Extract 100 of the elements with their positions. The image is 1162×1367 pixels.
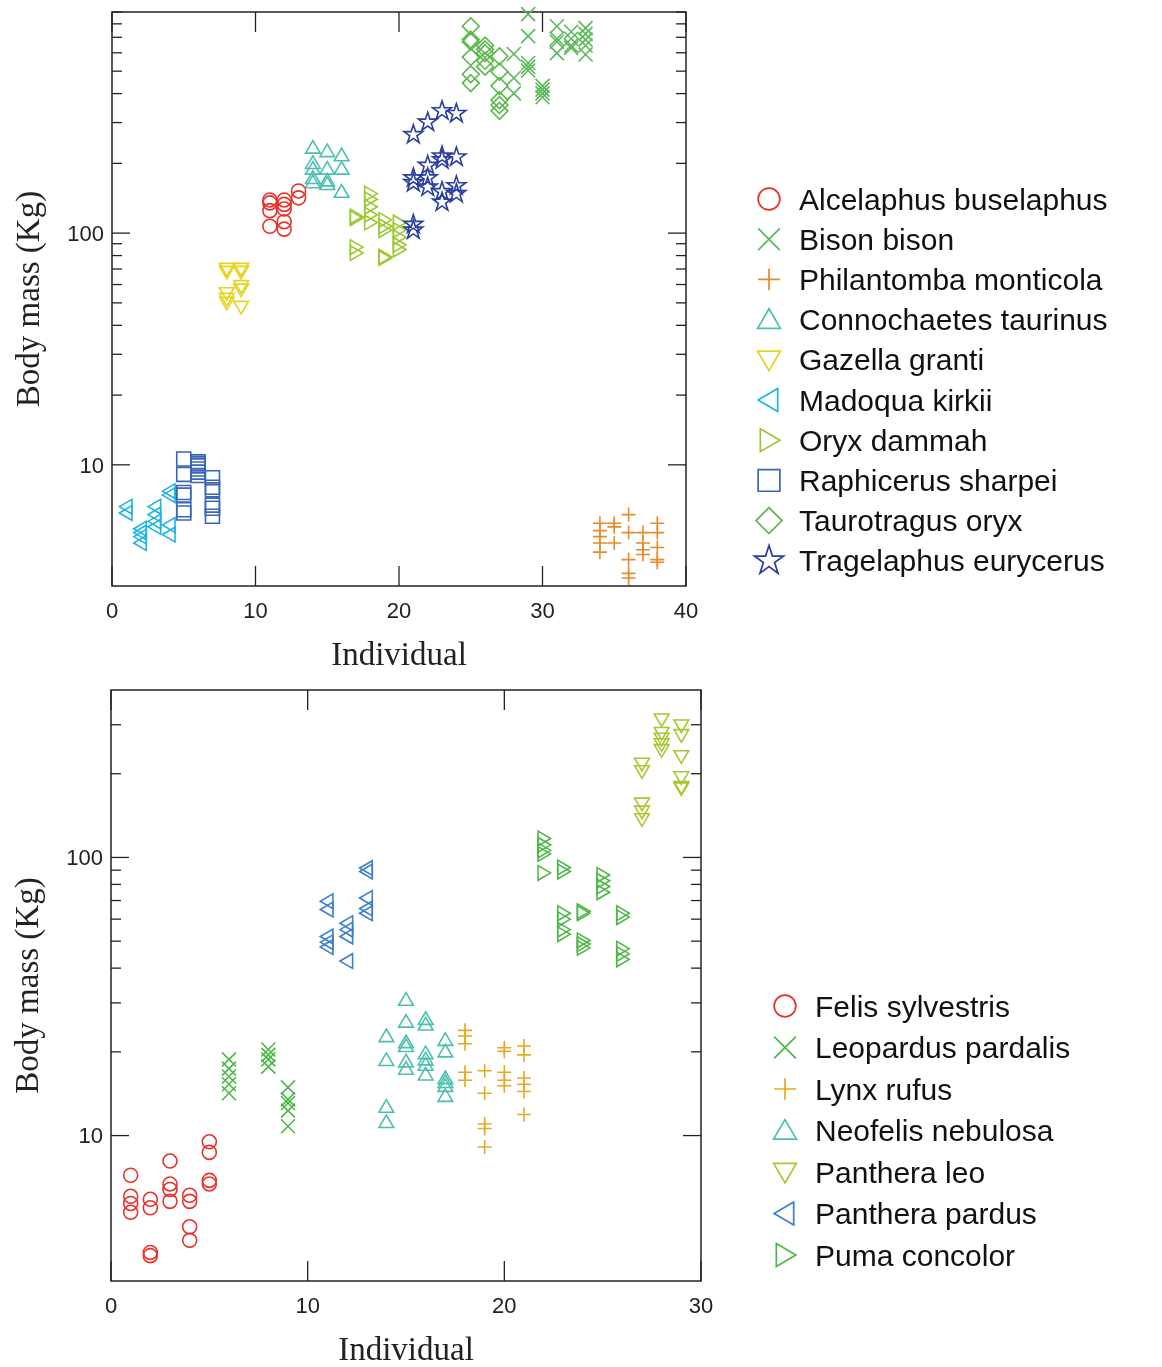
point <box>556 925 572 943</box>
point <box>363 191 379 208</box>
point <box>537 864 552 882</box>
point <box>162 1176 178 1192</box>
point <box>615 940 631 957</box>
point <box>280 1091 296 1108</box>
point <box>520 62 536 79</box>
point <box>349 238 364 256</box>
point <box>304 139 322 154</box>
point <box>363 185 379 202</box>
point <box>457 1035 473 1052</box>
point <box>461 17 480 36</box>
point <box>537 842 552 859</box>
point <box>437 1074 454 1089</box>
point <box>490 90 509 110</box>
point <box>446 146 467 166</box>
point <box>218 286 235 302</box>
point <box>620 551 637 568</box>
point <box>461 65 480 84</box>
point <box>392 236 407 253</box>
point <box>397 1013 415 1028</box>
point <box>596 866 611 884</box>
point <box>378 218 393 235</box>
point <box>549 45 565 61</box>
point <box>204 469 221 486</box>
point <box>403 219 424 239</box>
point <box>319 893 334 910</box>
point <box>378 1052 395 1067</box>
point <box>496 1043 513 1060</box>
point <box>397 991 415 1007</box>
x-tick-label: 10 <box>295 1293 320 1318</box>
point <box>635 546 651 563</box>
legend-label: Leopardus pardalis <box>815 1031 1071 1064</box>
x-tick-label: 40 <box>673 598 699 623</box>
point <box>142 1200 159 1216</box>
point <box>490 62 509 81</box>
point <box>437 1088 454 1103</box>
point <box>457 1072 473 1089</box>
point <box>596 878 611 895</box>
point <box>520 6 536 22</box>
point <box>175 466 192 483</box>
point <box>262 218 278 235</box>
point <box>549 18 565 35</box>
point <box>319 901 334 918</box>
point <box>358 900 374 917</box>
point <box>276 213 292 230</box>
point <box>392 214 407 231</box>
x-tick-label: 0 <box>104 1293 118 1318</box>
point <box>490 47 509 66</box>
point <box>417 154 438 175</box>
point <box>506 85 522 102</box>
point <box>596 872 611 889</box>
point <box>437 1043 454 1058</box>
point <box>556 863 572 880</box>
point <box>437 1031 454 1047</box>
point <box>397 1060 415 1076</box>
legend-label: Puma concolor <box>815 1238 1016 1272</box>
point <box>431 100 453 120</box>
point <box>260 1051 277 1068</box>
point <box>520 59 536 75</box>
legend-label: Panthera pardus <box>815 1197 1037 1230</box>
point <box>431 180 453 201</box>
point <box>392 229 407 246</box>
point <box>201 1176 218 1192</box>
point <box>280 1079 296 1096</box>
point <box>122 1195 139 1212</box>
point <box>304 155 322 170</box>
point <box>175 451 192 467</box>
point <box>280 1102 296 1119</box>
point <box>280 1095 296 1111</box>
y-tick-label: 100 <box>66 845 103 871</box>
point <box>534 89 551 105</box>
point <box>333 160 350 175</box>
legend-label: Lynx rufus <box>815 1072 953 1106</box>
point <box>476 1139 493 1155</box>
point <box>147 498 162 515</box>
point <box>476 1085 493 1102</box>
point <box>349 244 364 262</box>
point <box>673 749 690 765</box>
point <box>417 111 438 132</box>
point <box>490 95 509 115</box>
point <box>556 921 572 938</box>
point <box>556 859 572 876</box>
point <box>233 279 250 295</box>
point <box>162 1181 178 1198</box>
point <box>276 192 292 208</box>
y-tick-label: 100 <box>67 220 104 246</box>
point <box>506 70 522 86</box>
point <box>262 202 278 219</box>
point <box>417 1066 434 1081</box>
point <box>175 505 192 521</box>
point <box>397 1034 415 1049</box>
point <box>161 516 176 534</box>
point <box>653 726 670 741</box>
point <box>122 1188 139 1205</box>
point <box>304 174 322 189</box>
point <box>577 46 594 63</box>
point <box>446 102 467 123</box>
point <box>437 1078 454 1093</box>
point <box>673 771 690 786</box>
